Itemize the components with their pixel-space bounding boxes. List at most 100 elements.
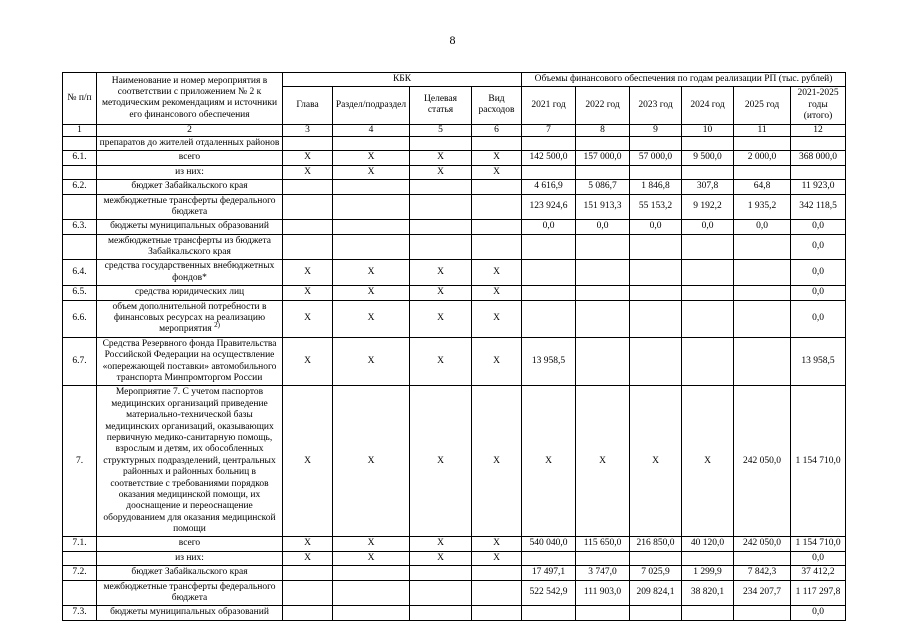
table-row: межбюджетные трансферты федерального бюд…	[62, 193, 847, 221]
table-row: 6.1. всего X X X X 142 500,0 157 000,0 57 000,0 9…	[62, 150, 847, 166]
table-row: из них: X X X X	[62, 164, 847, 181]
row-number-cell	[62, 193, 97, 221]
value-cell	[681, 164, 735, 181]
row-number-cell: 6.5.	[62, 285, 97, 301]
index-cell: 11	[733, 123, 792, 137]
value-cell	[733, 285, 792, 301]
value-cell: 0,0	[629, 219, 683, 235]
row-number-cell	[62, 550, 97, 567]
index-cell: 9	[629, 123, 683, 137]
value-cell: 0,0	[790, 285, 847, 301]
value-cell	[681, 135, 735, 152]
value-cell	[629, 285, 683, 301]
index-cell: 7	[521, 123, 577, 137]
table-row: 6.6. объем дополнительной потребности в ф…	[62, 299, 847, 338]
value-cell	[575, 164, 631, 181]
value-cell: 13 958,5	[790, 336, 847, 387]
kbk-cell: X	[332, 299, 410, 338]
value-cell: 368 000,0	[790, 150, 847, 166]
kbk-cell	[282, 135, 333, 152]
index-cell: 10	[681, 123, 735, 137]
kbk-cell	[470, 219, 523, 235]
value-cell: 0,0	[521, 219, 577, 235]
activity-name-text: из них:	[175, 166, 204, 177]
kbk-cell: X	[470, 385, 523, 538]
index-cell: 8	[575, 123, 631, 137]
row-number-cell	[62, 233, 97, 261]
value-cell	[733, 336, 792, 387]
header-kbk-vid: Вид расходов	[470, 86, 523, 125]
kbk-cell	[282, 219, 333, 235]
value-cell: 123 924,6	[521, 193, 577, 221]
value-cell: 1 154 710,0	[790, 385, 847, 538]
value-cell: 11 923,0	[790, 179, 847, 195]
kbk-cell	[470, 233, 523, 261]
row-number-cell: 6.1.	[62, 150, 97, 166]
activity-name-cell: объем дополнительной потребности в финан…	[96, 299, 283, 338]
row-number-cell	[62, 135, 97, 152]
kbk-cell	[470, 135, 523, 152]
kbk-cell: X	[470, 150, 523, 166]
header-kbk-group: КБК	[281, 71, 523, 88]
value-cell	[681, 233, 735, 261]
kbk-cell: X	[282, 285, 333, 301]
activity-name-cell: средства юридических лиц	[96, 285, 283, 301]
value-cell: 111 903,0	[575, 579, 631, 607]
activity-name-cell: из них:	[96, 164, 283, 181]
value-cell: 216 850,0	[629, 536, 683, 552]
value-cell: 1 935,2	[733, 193, 792, 221]
table-row: 6.4. средства государственных внебюджетны…	[62, 259, 847, 287]
header-volumes-group: Объемы финансового обеспечения по годам …	[521, 71, 847, 88]
kbk-cell: X	[470, 299, 523, 338]
kbk-cell: X	[409, 285, 472, 301]
header-activity-name: Наименование и номер мероприятия в соотв…	[96, 72, 283, 125]
index-cell: 6	[470, 123, 523, 137]
index-cell: 4	[332, 123, 410, 137]
index-cell: 3	[282, 123, 333, 137]
table-row: 7.3. бюджеты муниципальных образований 0,0	[62, 605, 847, 621]
value-cell: 1 154 710,0	[790, 536, 847, 552]
value-cell: 64,8	[733, 179, 792, 195]
kbk-cell	[409, 579, 472, 607]
value-cell	[733, 299, 792, 338]
value-cell	[733, 164, 792, 181]
kbk-cell	[470, 565, 523, 581]
value-cell: 0,0	[790, 550, 847, 567]
kbk-cell	[332, 565, 410, 581]
table-row: 6.2. бюджет Забайкальского края 4 616,9 5 0…	[62, 179, 847, 195]
kbk-cell	[470, 179, 523, 195]
value-cell	[681, 285, 735, 301]
activity-name-cell: бюджет Забайкальского края	[96, 179, 283, 195]
kbk-cell	[282, 605, 333, 621]
kbk-cell	[332, 193, 410, 221]
activity-name-cell: средства государственных внебюджетных фо…	[96, 259, 283, 287]
kbk-cell: X	[470, 550, 523, 567]
value-cell: 1 117 297,8	[790, 579, 847, 607]
activity-name-cell: бюджет Забайкальского края	[96, 565, 283, 581]
value-cell: 9 192,2	[681, 193, 735, 221]
value-cell: 3 747,0	[575, 565, 631, 581]
value-cell: 0,0	[575, 219, 631, 235]
activity-name-cell: бюджеты муниципальных образований	[96, 219, 283, 235]
kbk-cell: X	[470, 164, 523, 181]
value-cell: 157 000,0	[575, 150, 631, 166]
value-cell: 17 497,1	[521, 565, 577, 581]
activity-name-text: бюджет Забайкальского края	[131, 567, 248, 578]
value-cell	[629, 605, 683, 621]
kbk-cell	[409, 219, 472, 235]
kbk-cell	[470, 605, 523, 621]
kbk-cell	[332, 605, 410, 621]
kbk-cell: X	[332, 550, 410, 567]
kbk-cell: X	[332, 164, 410, 181]
row-number-cell: 6.7.	[62, 336, 97, 387]
table-row: 6.5. средства юридических лиц X X X X 0,0	[62, 285, 847, 301]
table-row: 7. Мероприятие 7. С учетом паспортов меди…	[62, 385, 847, 538]
value-cell: 115 650,0	[575, 536, 631, 552]
header-year-2022: 2022 год	[575, 86, 631, 125]
header-kbk-razdel: Раздел/подраздел	[332, 86, 410, 125]
activity-name-cell: межбюджетные трансферты федерального бюд…	[96, 193, 283, 221]
activity-name-text: препаратов до жителей отдаленных районов	[99, 137, 280, 148]
value-cell: 7 025,9	[629, 565, 683, 581]
row-number-cell	[62, 579, 97, 607]
